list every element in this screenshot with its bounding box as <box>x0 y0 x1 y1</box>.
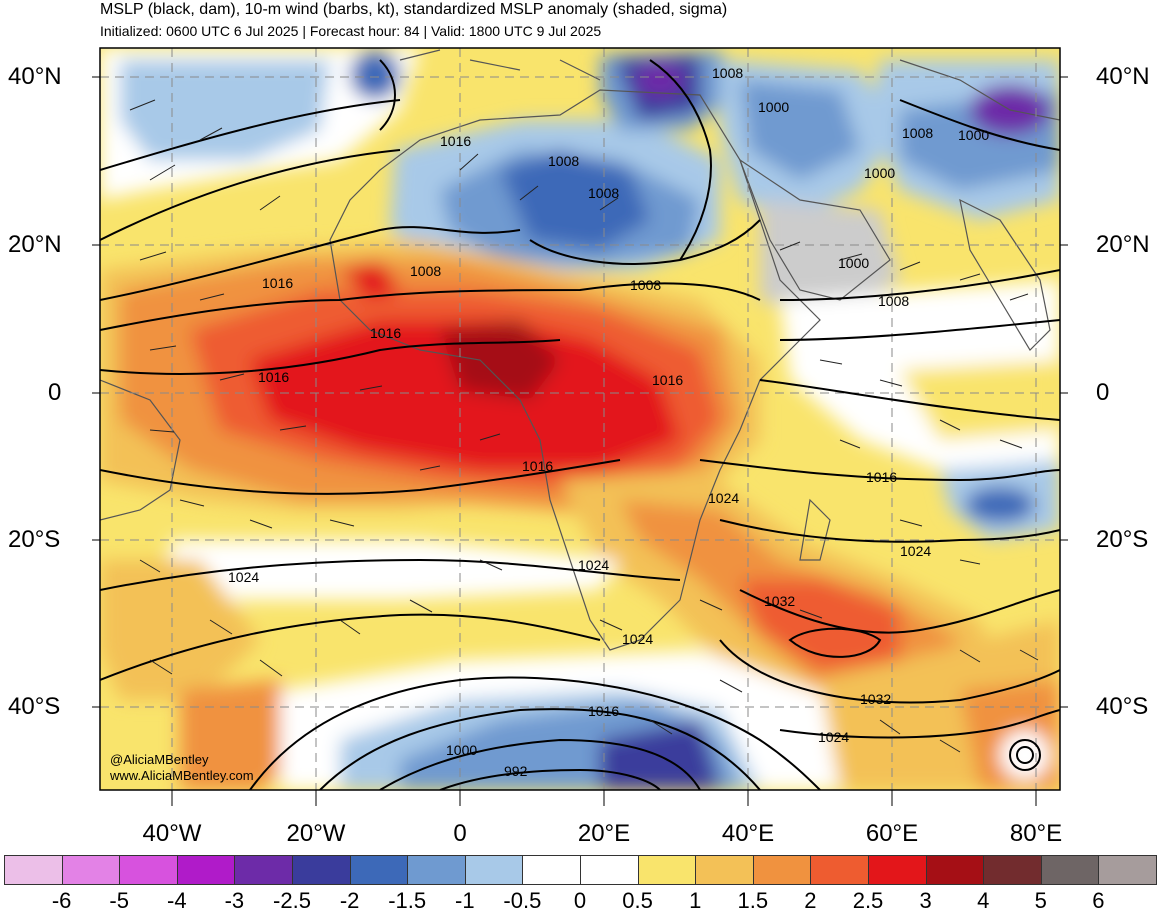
lat-label-left: 20°N <box>8 231 62 258</box>
contour-label: 1016 <box>262 275 293 291</box>
lon-label: 60°E <box>865 820 919 847</box>
colorbar-tick-label: -3 <box>224 888 245 913</box>
contour-label: 1024 <box>622 631 653 647</box>
isobars <box>100 59 1060 790</box>
lon-label: 80°E <box>1009 820 1063 847</box>
colorbar-tick-label: -6 <box>51 888 72 913</box>
lat-label-right: 20°S <box>1096 526 1149 553</box>
lon-label: 20°W <box>286 820 346 847</box>
colorbar-swatch <box>349 855 409 885</box>
colorbar-tick-label: 5 <box>1034 888 1047 913</box>
lat-label-right: 20°N <box>1096 231 1150 258</box>
lat-label-right: 0 <box>1096 379 1110 406</box>
colorbar-swatch <box>868 855 927 885</box>
contour-label: 1016 <box>588 703 619 719</box>
credit-handle: @AliciaMBentley <box>110 752 209 767</box>
colorbar-tick-label: -0.5 <box>503 888 542 913</box>
colorbar-swatch <box>464 855 524 885</box>
contour-label: 1024 <box>708 490 739 506</box>
colorbar-swatch <box>1098 855 1157 885</box>
colorbar-tick-label: -1.5 <box>388 888 427 913</box>
contour-label: 1008 <box>410 263 441 279</box>
lon-label: 40°W <box>142 820 202 847</box>
colorbar-tick-label: -4 <box>167 888 187 913</box>
colorbar-swatch <box>983 855 1042 885</box>
contour-label: 1024 <box>578 557 609 573</box>
contour-label: 1016 <box>440 133 471 149</box>
contour-label: 1000 <box>758 99 789 115</box>
contour-label: 1016 <box>866 469 897 485</box>
contour-label: 1024 <box>228 569 259 585</box>
colorbar-swatch <box>119 855 178 885</box>
colorbar-tick-label: 2 <box>804 888 817 913</box>
colorbar-tick-label: -2 <box>339 888 360 913</box>
contour-label: 1016 <box>652 372 683 388</box>
colorbar-tick-label: 6 <box>1092 888 1105 913</box>
lat-label-left: 0 <box>48 379 62 406</box>
colorbar-swatch <box>637 855 697 885</box>
colorbar-swatch <box>1040 855 1100 885</box>
contour-label: 1008 <box>902 125 933 141</box>
colorbar-tick-label: 4 <box>977 888 990 913</box>
forecast-map: 1008 1000 1008 1000 1016 1008 1008 1000 … <box>92 47 1068 806</box>
credit-site: www.AliciaMBentley.com <box>110 768 254 783</box>
colorbar-tick-label: 1.5 <box>737 888 769 913</box>
colorbar-swatch <box>292 855 351 885</box>
contour-label: 1008 <box>548 153 579 169</box>
colorbar-swatch <box>61 855 121 885</box>
lat-label-left: 20°S <box>8 526 61 553</box>
lat-label-left: 40°S <box>8 693 61 720</box>
contour-label: 992 <box>504 763 528 779</box>
map-subtitle: Initialized: 0600 UTC 6 Jul 2025 | Forec… <box>100 23 602 39</box>
contour-label: 1008 <box>630 277 661 293</box>
axis-ticks <box>92 76 1068 806</box>
colorbar-tick-label: 0.5 <box>622 888 653 913</box>
colorbar-swatch <box>810 855 869 885</box>
contour-label: 1024 <box>900 543 931 559</box>
contour-label: 1000 <box>446 742 477 758</box>
contour-label: 1016 <box>522 458 553 474</box>
lon-label: 20°E <box>577 820 631 847</box>
map-title: MSLP (black, dam), 10-m wind (barbs, kt)… <box>100 1 728 18</box>
lon-label: 0 <box>453 820 467 847</box>
map-frame <box>99 47 1061 791</box>
contour-label: 1000 <box>864 165 895 181</box>
contour-label: 1024 <box>818 729 849 745</box>
colorbar-swatch <box>695 855 754 885</box>
colorbar-tick-label: -5 <box>109 888 129 913</box>
lat-label-right: 40°S <box>1096 693 1149 720</box>
contour-label: 1008 <box>588 185 619 201</box>
colorbar-swatch <box>522 855 581 885</box>
colorbar-swatch <box>234 855 293 885</box>
colorbar-swatch <box>4 855 63 885</box>
contour-label: 1032 <box>764 593 795 609</box>
colorbar-swatch <box>176 855 236 885</box>
colorbar-swatch <box>752 855 812 885</box>
colorbar-tick-label: 1 <box>689 888 702 913</box>
colorbar-tick-label: -1 <box>455 888 475 913</box>
lon-label: 40°E <box>721 820 775 847</box>
colorbar-tick-label: 0 <box>573 888 587 913</box>
contour-label: 1008 <box>878 293 909 309</box>
lat-label-right: 40°N <box>1096 63 1150 90</box>
colorbar-tick-label: 3 <box>919 888 932 913</box>
lat-label-left: 40°N <box>8 63 62 90</box>
contour-label: 1032 <box>860 691 891 707</box>
colorbar-tick-label: 2.5 <box>852 888 884 913</box>
contour-label: 1008 <box>712 65 743 81</box>
contour-label: 1000 <box>958 127 989 143</box>
colorbar-tick-label: -2.5 <box>273 888 311 913</box>
contour-label: 1016 <box>370 325 401 341</box>
colorbar-swatch <box>925 855 985 885</box>
colorbar-swatch <box>580 855 639 885</box>
contour-label: 1000 <box>838 255 869 271</box>
anomaly-shading: 1008 1000 1008 1000 1016 1008 1008 1000 … <box>100 48 1060 790</box>
contour-label: 1016 <box>258 369 289 385</box>
colorbar-swatch <box>407 855 466 885</box>
wind-barbs <box>129 99 1039 753</box>
